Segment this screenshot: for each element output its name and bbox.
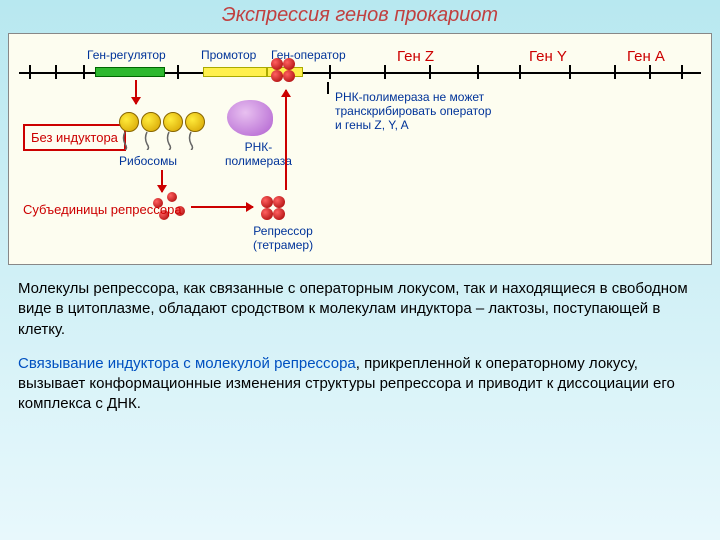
tetramer-dot-icon — [273, 196, 285, 208]
label-rnapol: РНК- полимераза — [225, 140, 292, 168]
bracket-icon — [327, 82, 329, 94]
arrow-icon — [285, 90, 287, 190]
dna-tick — [177, 65, 179, 79]
rna-polymerase-icon — [227, 100, 273, 136]
gene-promoter — [203, 67, 267, 77]
arrow-icon — [191, 206, 253, 208]
tetramer-dot-icon — [273, 208, 285, 220]
tetramer-dot-icon — [261, 196, 273, 208]
page-title: Экспрессия генов прокариот — [0, 0, 720, 31]
label-repressor: Репрессор (тетрамер) — [253, 224, 313, 252]
paragraph-2: Связывание индуктора с молекулой репресс… — [18, 354, 702, 415]
paragraph-1: Молекулы репрессора, как связанные с опе… — [18, 279, 702, 340]
dna-tick — [83, 65, 85, 79]
repressor-dot-icon — [283, 58, 295, 70]
repressor-dot-icon — [271, 70, 283, 82]
gene-regulator — [95, 67, 165, 77]
dna-tick — [614, 65, 616, 79]
arrow-icon — [161, 170, 163, 192]
label-regulator: Ген-регулятор — [87, 48, 166, 62]
label-gen-z: Ген Z — [397, 48, 434, 65]
paragraph-2-highlight: Связывание индуктора с молекулой репресс… — [18, 355, 356, 372]
dna-tick — [329, 65, 331, 79]
label-promoter: Промотор — [201, 48, 256, 62]
ribosome-icon — [163, 112, 183, 132]
dna-tick — [519, 65, 521, 79]
label-operator: Ген-оператор — [271, 48, 346, 62]
subunit-dot-icon — [167, 192, 177, 202]
dna-tick — [29, 65, 31, 79]
ribosome-icon — [141, 112, 161, 132]
dna-tick — [429, 65, 431, 79]
label-subunits: Субъединицы репрессора — [23, 202, 182, 217]
repressor-dot-icon — [283, 70, 295, 82]
repressor-dot-icon — [271, 58, 283, 70]
dna-tick — [649, 65, 651, 79]
mrna-icon — [119, 130, 209, 150]
dna-tick — [569, 65, 571, 79]
ribosome-icon — [119, 112, 139, 132]
ribosome-icon — [185, 112, 205, 132]
dna-tick — [55, 65, 57, 79]
dna-tick — [477, 65, 479, 79]
arrow-icon — [135, 80, 137, 104]
no-inductor-box: Без индуктора — [23, 124, 126, 151]
dna-tick — [384, 65, 386, 79]
operon-diagram: Ген-регулятор Промотор Ген-оператор Ген … — [8, 33, 712, 265]
label-rnapol-note: РНК-полимераза не может транскрибировать… — [335, 90, 491, 132]
label-gen-a: Ген A — [627, 48, 665, 65]
label-gen-y: Ген Y — [529, 48, 567, 65]
dna-tick — [681, 65, 683, 79]
tetramer-dot-icon — [261, 208, 273, 220]
label-ribosomes: Рибосомы — [119, 154, 177, 168]
